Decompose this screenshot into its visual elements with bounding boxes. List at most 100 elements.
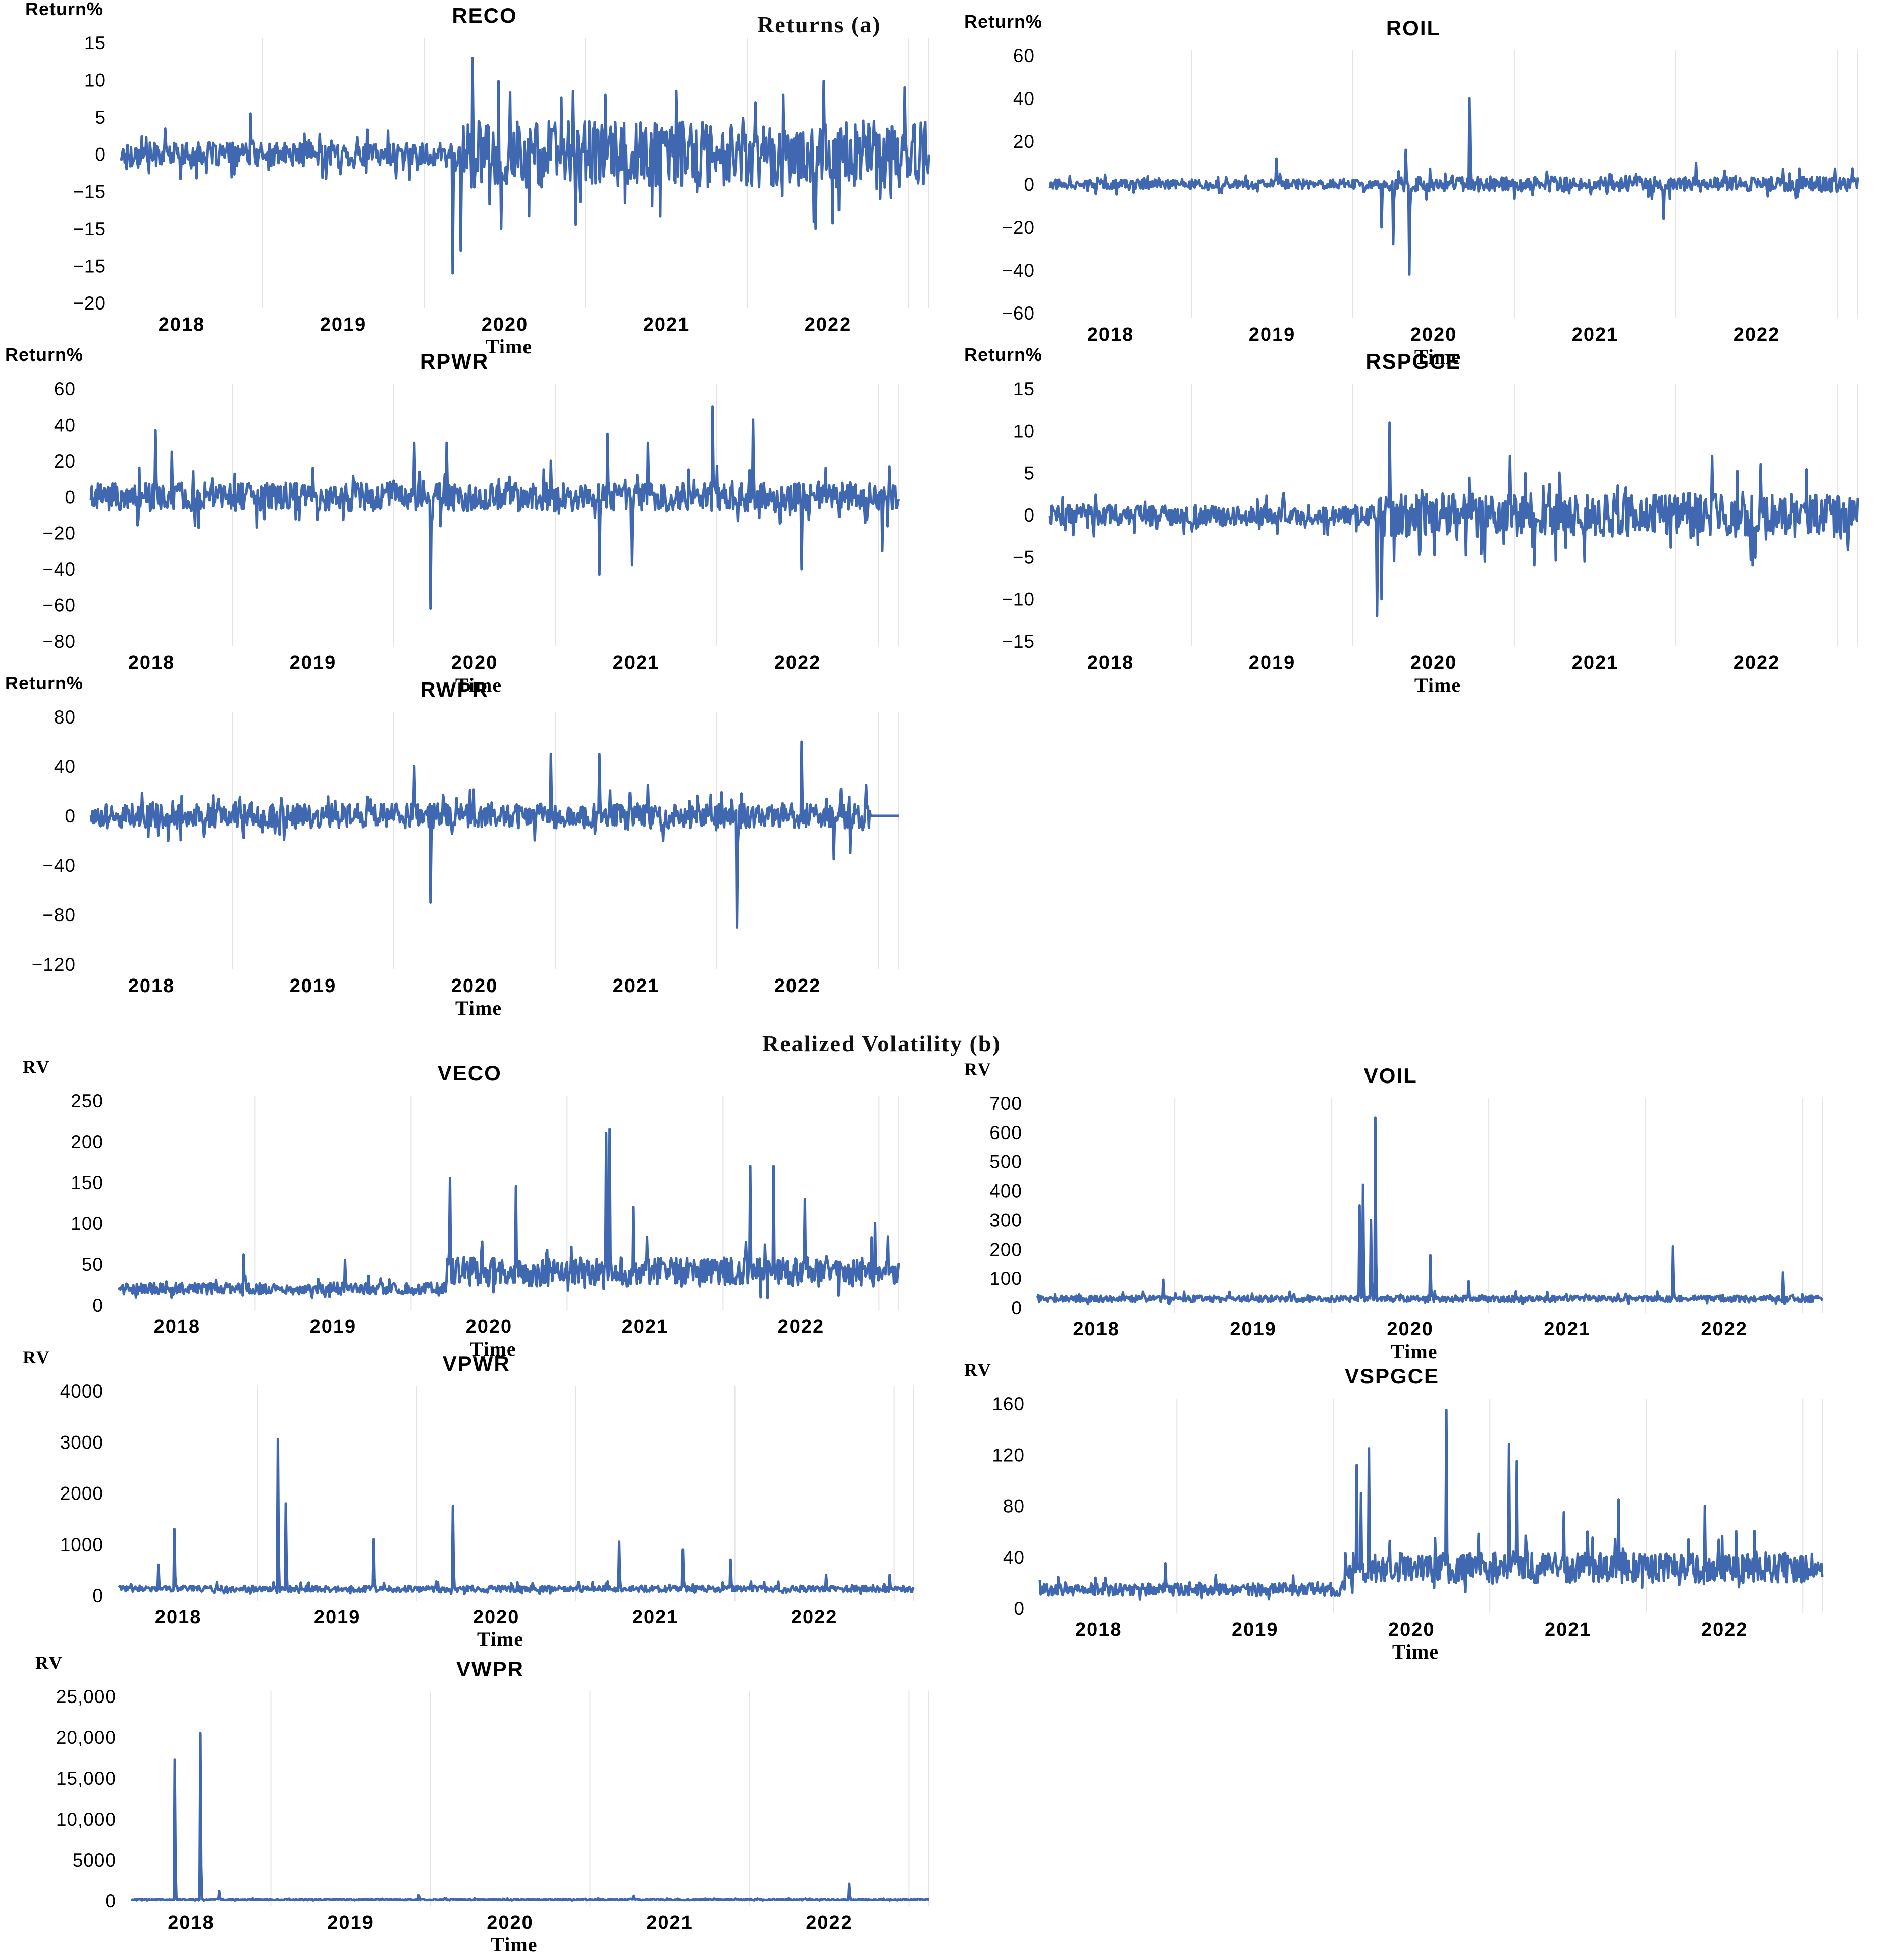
reco-xtick: 2022 xyxy=(805,314,852,335)
vspgce-xtick: 2022 xyxy=(1701,1619,1748,1640)
vspgce-ytick: 40 xyxy=(1003,1547,1025,1568)
vwpr-svg: VWPR RV 25,000 20,000 15,000 10,000 5000 0 2018 2… xyxy=(35,1653,929,1956)
vspgce-xlabel: Time xyxy=(1392,1640,1439,1663)
vpwr-xtick: 2022 xyxy=(791,1607,838,1628)
rspgce-ytick: −5 xyxy=(1013,547,1035,568)
vspgce-ytick: 120 xyxy=(992,1445,1025,1465)
rwpr-series-line xyxy=(89,740,899,929)
chart-veco: VECO RV 250 200 150 100 50 0 2018 2019 2020 2021 202… xyxy=(0,1055,919,1360)
rspgce-title: RSPGCE xyxy=(1365,349,1461,373)
veco-xtick: 2018 xyxy=(154,1316,201,1337)
rwpr-ytick: −40 xyxy=(42,855,76,876)
roil-xtick: 2018 xyxy=(1087,324,1134,345)
voil-ytick: 700 xyxy=(989,1093,1022,1114)
reco-svg: RECO Return% 15 10 5 0 −15 −15 −15 −20 2018 2019 202… xyxy=(25,0,930,358)
rwpr-title: RWPR xyxy=(420,678,489,701)
rspgce-xtick: 2021 xyxy=(1572,652,1619,674)
rwpr-xtick: 2022 xyxy=(774,975,821,997)
roil-ylabel: Return% xyxy=(964,11,1042,32)
rpwr-xtick: 2020 xyxy=(451,652,498,674)
rspgce-xtick: 2018 xyxy=(1087,652,1134,674)
reco-ytick: 5 xyxy=(95,107,106,128)
reco-series-line xyxy=(120,56,930,275)
veco-series-line xyxy=(117,1128,900,1300)
chart-vspgce: VSPGCE RV 160 120 80 40 0 2018 2019 2020 2021 2022 T… xyxy=(959,1360,1891,1663)
rwpr-ytick: 80 xyxy=(54,707,76,728)
veco-ytick: 50 xyxy=(82,1254,103,1275)
vspgce-xtick: 2020 xyxy=(1388,1619,1435,1640)
rwpr-xtick: 2019 xyxy=(290,975,337,997)
rspgce-ytick: 15 xyxy=(1013,379,1035,399)
roil-xlabel: Time xyxy=(1414,345,1461,368)
reco-ytick: 0 xyxy=(95,144,106,165)
vpwr-xtick: 2020 xyxy=(473,1607,520,1628)
chart-rspgce: RSPGCE Return% 15 10 5 0 −5 −10 −15 2018 2019 2020 2… xyxy=(959,344,1891,697)
veco-ytick: 100 xyxy=(71,1213,103,1234)
vpwr-xtick: 2019 xyxy=(314,1607,361,1628)
rwpr-ytick: −80 xyxy=(42,905,76,925)
reco-xlabel: Time xyxy=(486,335,532,358)
rpwr-xlabel: Time xyxy=(455,674,502,696)
returns-section-title: Returns (a) xyxy=(757,12,881,37)
rwpr-ytick: 40 xyxy=(54,756,76,777)
rspgce-ytick: 5 xyxy=(1024,463,1035,484)
vpwr-ytick: 2000 xyxy=(60,1483,103,1504)
roil-ytick: −20 xyxy=(1002,217,1035,238)
voil-ytick: 300 xyxy=(989,1210,1022,1230)
rpwr-xtick: 2018 xyxy=(128,652,175,674)
roil-svg: ROIL Return% 60 40 20 0 −20 −40 −60 2018 2019 2020 2… xyxy=(964,11,1859,368)
vwpr-series-line xyxy=(130,1732,929,1902)
reco-ytick: −20 xyxy=(73,293,106,314)
vwpr-xtick: 2021 xyxy=(646,1912,693,1933)
voil-xtick: 2019 xyxy=(1230,1319,1277,1340)
rwpr-xtick: 2020 xyxy=(451,975,498,997)
rwpr-xlabel: Time xyxy=(455,997,502,1019)
rspgce-svg: RSPGCE Return% 15 10 5 0 −5 −10 −15 2018 2019 2020 2… xyxy=(964,344,1859,696)
reco-ytick: 15 xyxy=(84,33,106,54)
vwpr-ytick: 15,000 xyxy=(56,1768,116,1789)
rpwr-title: RPWR xyxy=(420,349,489,373)
veco-xtick: 2020 xyxy=(466,1316,513,1337)
rspgce-ytick: −15 xyxy=(1002,631,1035,652)
vwpr-ylabel: RV xyxy=(35,1653,63,1673)
veco-ytick: 200 xyxy=(71,1131,103,1152)
roil-ytick: 40 xyxy=(1013,88,1035,109)
vwpr-xtick: 2019 xyxy=(327,1912,374,1933)
veco-svg: VECO RV 250 200 150 100 50 0 2018 2019 2020 2021 202… xyxy=(23,1057,900,1360)
vpwr-svg: VPWR RV 4000 3000 2000 1000 0 2018 2019 2020 2021 2… xyxy=(23,1347,915,1650)
rspgce-series-line xyxy=(1048,421,1859,617)
rpwr-ytick: 60 xyxy=(54,379,76,399)
rspgce-ytick: −10 xyxy=(1002,589,1035,610)
reco-ytick: 10 xyxy=(84,70,106,91)
rpwr-xtick: 2021 xyxy=(613,652,660,674)
roil-series-line xyxy=(1048,97,1859,276)
vwpr-xtick: 2020 xyxy=(487,1912,534,1933)
chart-rwpr: RWPR Return% 80 40 0 −40 −80 −120 2018 2019 2020 20… xyxy=(0,673,919,1019)
rspgce-ytick: 10 xyxy=(1013,421,1035,441)
veco-xtick: 2022 xyxy=(778,1316,825,1337)
voil-xtick: 2021 xyxy=(1544,1319,1591,1340)
roil-ytick: −40 xyxy=(1002,260,1035,281)
chart-vwpr: VWPR RV 25,000 20,000 15,000 10,000 5000 0 2018 2… xyxy=(0,1653,929,1960)
chart-vpwr: VPWR RV 4000 3000 2000 1000 0 2018 2019 2020 2021 2… xyxy=(0,1347,919,1661)
vpwr-ytick: 1000 xyxy=(60,1534,103,1555)
roil-xtick: 2020 xyxy=(1410,324,1457,345)
voil-ytick: 100 xyxy=(989,1268,1022,1289)
rspgce-xtick: 2019 xyxy=(1249,652,1296,674)
rpwr-svg: RPWR Return% 60 40 20 0 −20 −40 −60 −80 2018 2019 20… xyxy=(5,344,900,696)
veco-ytick: 150 xyxy=(71,1172,103,1193)
voil-title: VOIL xyxy=(1364,1064,1417,1088)
vwpr-xtick: 2022 xyxy=(806,1912,853,1933)
veco-ylabel: RV xyxy=(23,1057,50,1077)
roil-xtick: 2021 xyxy=(1572,324,1619,345)
chart-reco: RECO Return% 15 10 5 0 −15 −15 −15 −20 2018 2019 202… xyxy=(0,0,939,374)
vpwr-xlabel: Time xyxy=(477,1628,523,1650)
voil-ytick: 500 xyxy=(989,1152,1022,1172)
vpwr-xtick: 2021 xyxy=(632,1607,679,1628)
rspgce-xtick: 2020 xyxy=(1410,652,1457,674)
rpwr-ytick: −60 xyxy=(42,595,76,616)
roil-xtick: 2019 xyxy=(1249,324,1296,345)
reco-ytick: −15 xyxy=(73,181,106,202)
voil-ytick: 0 xyxy=(1011,1298,1022,1318)
